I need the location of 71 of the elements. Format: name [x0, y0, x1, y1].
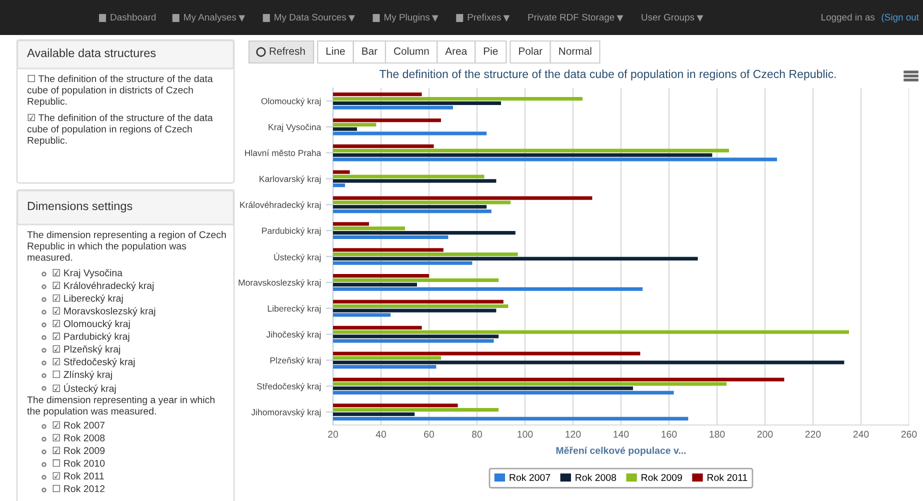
text: ☑ Rok 2007 — [52, 421, 105, 429]
legend-label: Rok 2011 — [708, 474, 748, 481]
legend-label: Rok 2009 — [642, 474, 682, 481]
text: ☑ Olomoucký kraj — [52, 320, 130, 330]
text: ☐ The definition of the structure of the data cube of population in districts of Czech Republic. — [27, 74, 213, 107]
text: Bar — [362, 48, 378, 55]
text: ☑ Rok 2009 — [52, 446, 105, 454]
text: Dimensions settings — [28, 201, 132, 213]
x-tick-label: 40 — [376, 430, 386, 438]
legend-label: Rok 2008 — [576, 474, 616, 481]
y-tick-label: Hlavní město Praha — [245, 150, 322, 156]
x-tick-label: 160 — [662, 430, 677, 438]
y-tick-label: Moravskoslezský kraj — [238, 279, 321, 288]
text: Dashboard — [110, 14, 156, 21]
x-tick-label: 220 — [805, 430, 821, 438]
text: ☑ Plzeňský kraj — [52, 345, 120, 354]
text: Prefixes — [468, 14, 501, 21]
text: Private RDF Storage — [528, 14, 614, 22]
text: Line — [326, 47, 345, 55]
text: ☑ Středočeský kraj — [52, 358, 135, 368]
x-tick-label: 200 — [757, 430, 773, 438]
x-tick-label: 240 — [853, 430, 869, 438]
text: ☐ Rok 2010 — [52, 460, 105, 467]
x-tick-label: 260 — [901, 430, 917, 438]
x-tick-label: 140 — [614, 430, 629, 438]
text: ☐ Zlínský kraj — [52, 370, 112, 380]
text: ☑ Pardubický kraj — [52, 332, 130, 342]
x-tick-label: 120 — [566, 430, 581, 438]
text: ☑ Ústecký kraj — [52, 383, 116, 394]
text: Polar — [519, 47, 542, 55]
text: Logged in as — [822, 14, 875, 22]
text: My Data Sources — [274, 14, 346, 22]
x-tick-label: 100 — [518, 430, 533, 438]
text: User Groups — [642, 14, 694, 22]
text: ☑ Rok 2008 — [52, 434, 105, 442]
text: ☑ The definition of the structure of the data cube of population in regions of Czech Republic. — [27, 114, 213, 146]
y-tick-label: Středočeský kraj — [256, 382, 321, 392]
text: ☑ Moravskoslezský kraj — [52, 307, 156, 316]
text: Area — [445, 48, 468, 55]
y-tick-label: Olomoucký kraj — [261, 98, 321, 106]
text: Column — [394, 47, 429, 55]
y-tick-label: Liberecký kraj — [268, 305, 321, 314]
text: (Sign out — [882, 14, 919, 22]
y-tick-label: Pardubický kraj — [262, 227, 321, 236]
x-tick-label: 180 — [710, 430, 725, 438]
text: Refresh — [270, 47, 305, 55]
text: My Analyses — [184, 14, 236, 22]
x-tick-label: 20 — [328, 430, 338, 438]
y-tick-label: Karlovarský kraj — [260, 176, 321, 184]
y-tick-label: Kraj Vysočina — [268, 124, 322, 132]
x-axis-title: Měření celkové populace v... — [556, 446, 686, 456]
text: Available data structures — [27, 48, 156, 58]
chart-title: The definition of the structure of the data cube of population in regions of Czech Republic. — [380, 70, 836, 80]
legend-label: Rok 2007 — [510, 474, 550, 481]
text: ☑ Kraj Vysočina — [52, 269, 122, 278]
y-tick-label: Jihočeský kraj — [266, 331, 321, 340]
text: The dimension representing a year in which the population was measured. — [27, 396, 214, 416]
x-tick-label: 80 — [472, 430, 482, 438]
text: ☐ Rok 2012 — [52, 484, 105, 492]
text: ☑ Královéhradecký kraj — [52, 282, 154, 291]
text: ☑ Rok 2011 — [52, 472, 104, 480]
text: The dimension representing a region of Czech Republic in which the population was measured. — [27, 231, 226, 261]
text: Pie — [484, 47, 498, 55]
text: My Plugins — [384, 14, 430, 22]
x-tick-label: 60 — [424, 430, 434, 438]
y-tick-label: Ústecký kraj — [274, 252, 321, 262]
y-tick-label: Královéhradecký kraj — [240, 201, 321, 210]
text: Normal — [559, 47, 592, 55]
text: ☑ Liberecký kraj — [52, 294, 123, 304]
y-tick-label: Plzeňský kraj — [270, 356, 321, 366]
y-tick-label: Jihomoravský kraj — [251, 408, 321, 418]
